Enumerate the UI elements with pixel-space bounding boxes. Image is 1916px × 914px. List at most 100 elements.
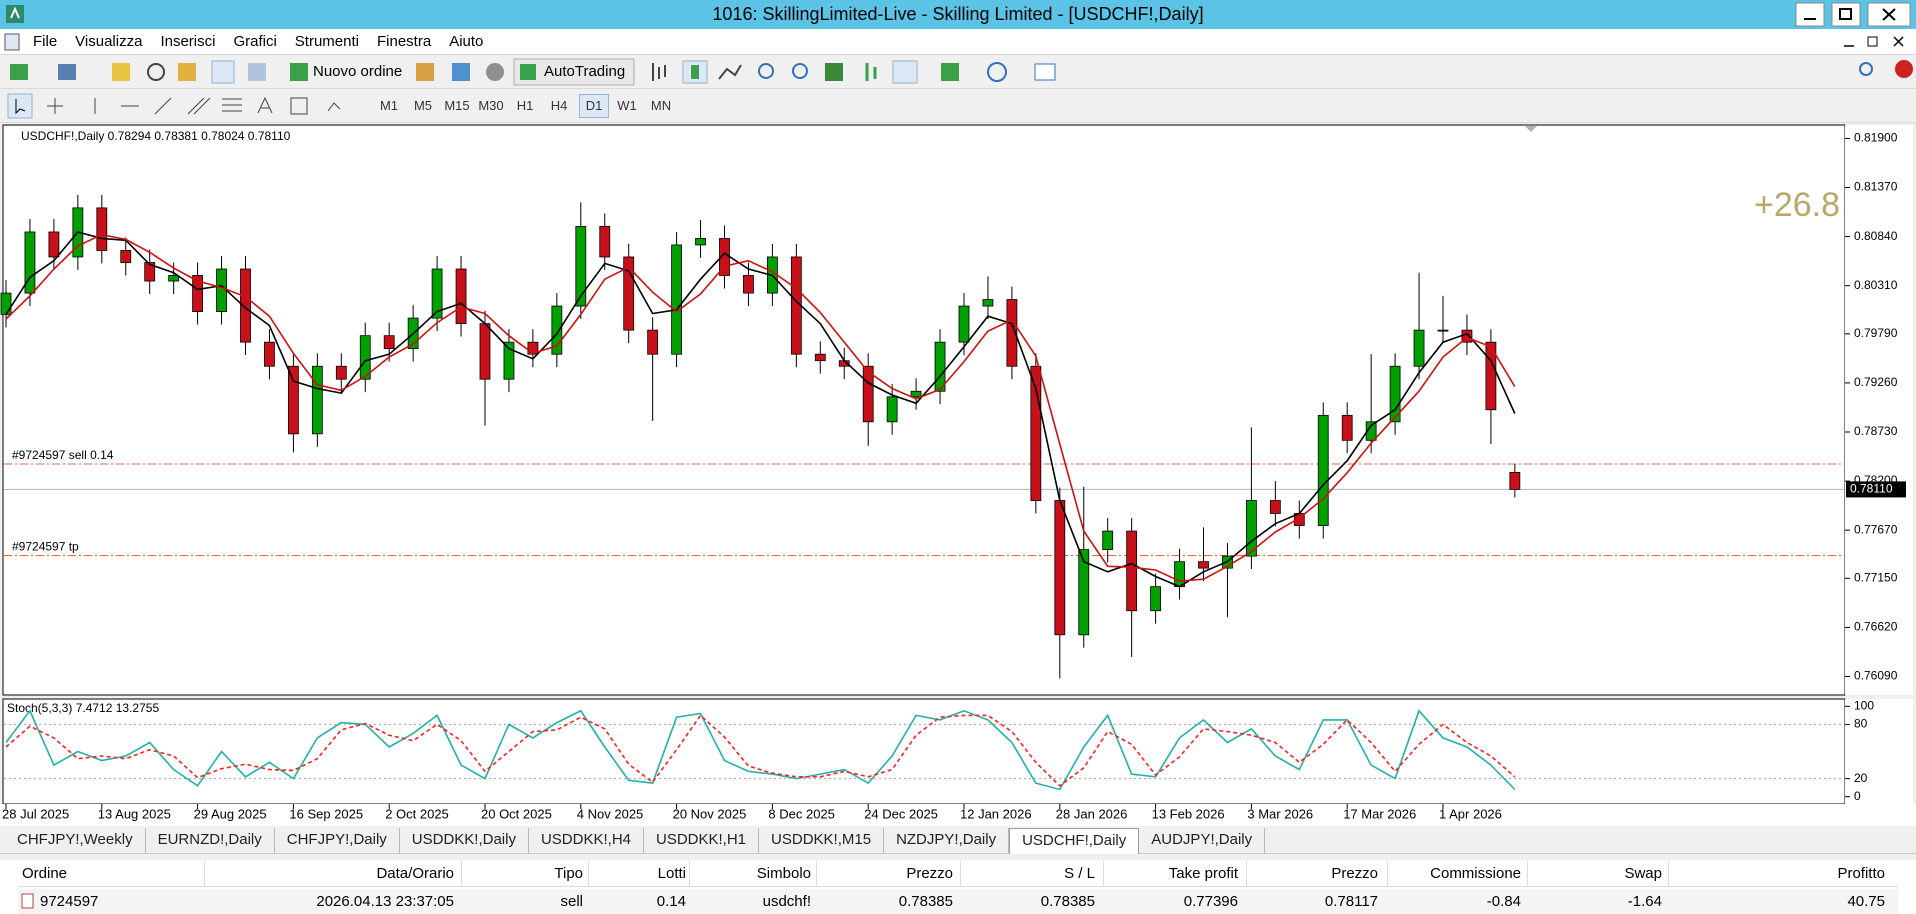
channel-tool[interactable] <box>187 97 211 115</box>
column-header[interactable]: Prezzo <box>906 865 953 882</box>
text-tool[interactable] <box>257 96 273 114</box>
menu-item[interactable]: Aiuto <box>449 33 484 50</box>
icon-shape <box>10 6 20 19</box>
candle-body <box>910 390 922 398</box>
notification-badge[interactable] <box>1895 60 1913 78</box>
column-header[interactable]: Commissione <box>1430 865 1521 882</box>
y-tick-label: 20 <box>1854 771 1868 785</box>
candle-body <box>647 329 659 355</box>
chart-shift-icon[interactable] <box>892 60 918 84</box>
y-tick-label: 0.76090 <box>1854 669 1898 683</box>
chart-window: USDCHF!,Daily 0.78294 0.78381 0.78024 0.… <box>0 123 1916 828</box>
timeframe-button[interactable]: M1 <box>379 98 399 113</box>
autotrading-label[interactable]: AutoTrading <box>544 63 626 80</box>
icon-shape <box>520 64 536 80</box>
chart-tab[interactable]: CHFJPY!,Weekly <box>5 828 146 853</box>
candle-body <box>1246 500 1257 557</box>
crosshair-tool[interactable] <box>47 98 63 114</box>
candle-body <box>168 275 180 282</box>
candle-body <box>216 268 227 313</box>
mdi-close[interactable] <box>1893 36 1904 47</box>
line-chart-icon[interactable] <box>718 64 742 80</box>
mdi-controls[interactable] <box>1836 30 1916 53</box>
chart-tab[interactable]: USDCHF!,Daily <box>1009 828 1140 854</box>
timeframe-button[interactable]: H4 <box>550 98 568 113</box>
order-label: #9724597 tp <box>12 540 79 554</box>
bar-chart-icon[interactable] <box>652 63 666 81</box>
tile-icon[interactable] <box>825 63 843 81</box>
navigator-icon[interactable] <box>178 63 196 81</box>
chart-tab[interactable]: AUDJPY!,Daily <box>1139 828 1266 853</box>
autoscroll-icon[interactable] <box>865 63 877 81</box>
terminal-icon[interactable] <box>211 60 235 84</box>
column-header[interactable]: Prezzo <box>1331 865 1378 882</box>
timeframe-button[interactable]: MN <box>650 98 672 113</box>
templates-icon[interactable] <box>1034 63 1056 81</box>
market-watch-icon[interactable] <box>112 63 130 81</box>
metaeditor-icon[interactable] <box>416 63 434 81</box>
column-header[interactable]: Lotti <box>657 865 686 882</box>
timeframe-button[interactable]: H1 <box>516 98 534 113</box>
window-controls[interactable] <box>1786 0 1916 29</box>
menu-item[interactable]: Strumenti <box>294 33 359 50</box>
column-divider <box>689 861 690 886</box>
chart-tab[interactable]: EURNZD!,Daily <box>146 828 275 853</box>
menu-item[interactable]: Inserisci <box>160 33 216 50</box>
x-tick-label: 17 Mar 2026 <box>1343 806 1416 821</box>
periods-icon[interactable] <box>987 62 1007 82</box>
zoom-out-icon[interactable] <box>792 63 808 79</box>
fibo-tool[interactable] <box>222 98 242 112</box>
candle-body <box>599 226 611 258</box>
candle-body <box>335 365 347 380</box>
zoom-in-icon[interactable] <box>758 63 774 79</box>
label-tool[interactable] <box>290 97 308 115</box>
menu-item[interactable]: Visualizza <box>75 33 143 50</box>
column-header[interactable]: Swap <box>1624 865 1662 882</box>
column-header[interactable]: Profitto <box>1837 865 1885 882</box>
timeframe-button[interactable]: D1 <box>579 94 609 118</box>
restore-button[interactable] <box>1831 2 1861 27</box>
chart-tab[interactable]: NZDJPY!,Daily <box>884 828 1010 853</box>
chart-tab[interactable]: USDDKK!,H1 <box>644 828 760 853</box>
chart-tab[interactable]: USDDKK!,M15 <box>759 828 885 853</box>
column-divider <box>1246 861 1247 886</box>
trade-row[interactable]: 9724597 2026.04.13 23:37:05 sell 0.14 usdchf… <box>18 889 1898 914</box>
menu-item[interactable]: Finestra <box>377 33 432 50</box>
timeframe-button[interactable]: M5 <box>413 98 433 113</box>
candle-body <box>1437 329 1449 332</box>
timeframe-button[interactable]: W1 <box>617 98 637 113</box>
signals-icon[interactable] <box>452 63 470 81</box>
trendline-tool[interactable] <box>154 97 172 115</box>
menu-item[interactable]: File <box>33 33 58 50</box>
data-window-icon[interactable] <box>147 63 165 81</box>
candle-body <box>551 305 563 355</box>
stoch-scale <box>1845 699 1913 804</box>
column-header[interactable]: Simbolo <box>756 865 811 882</box>
chart-tab[interactable]: CHFJPY!,Daily <box>275 828 400 853</box>
community-icon[interactable] <box>486 63 504 81</box>
chart-tab[interactable]: USDDKK!,Daily <box>400 828 529 853</box>
menu-item[interactable]: Grafici <box>233 33 277 50</box>
minimize-button[interactable] <box>1795 2 1825 27</box>
mdi-restore[interactable] <box>1867 36 1878 47</box>
new-order-icon[interactable] <box>290 63 308 81</box>
shapes-tool[interactable] <box>327 102 341 112</box>
new-chart-icon[interactable] <box>10 64 28 80</box>
column-header[interactable]: Take profit <box>1168 865 1238 882</box>
chart-toolbar-icons <box>652 60 1056 84</box>
cursor-tool[interactable] <box>7 93 33 119</box>
tester-icon[interactable] <box>248 63 266 81</box>
search-icon[interactable] <box>1859 62 1873 76</box>
column-header[interactable]: S / L <box>1064 865 1095 882</box>
timeframe-button[interactable]: M30 <box>478 98 504 113</box>
column-header[interactable]: Ordine <box>22 865 68 882</box>
column-header[interactable]: Data/Orario <box>376 865 454 882</box>
timeframe-button[interactable]: M15 <box>444 98 470 113</box>
chart-tab[interactable]: USDDKK!,H4 <box>529 828 644 853</box>
new-order-button[interactable]: Nuovo ordine <box>313 63 403 80</box>
stoch-header: Stoch(5,3,3) 7.4712 13.2755 <box>7 701 159 715</box>
icon-shape <box>15 99 26 115</box>
column-header[interactable]: Tipo <box>554 865 583 882</box>
indicators-icon[interactable] <box>941 63 959 81</box>
profiles-icon[interactable] <box>58 64 76 80</box>
